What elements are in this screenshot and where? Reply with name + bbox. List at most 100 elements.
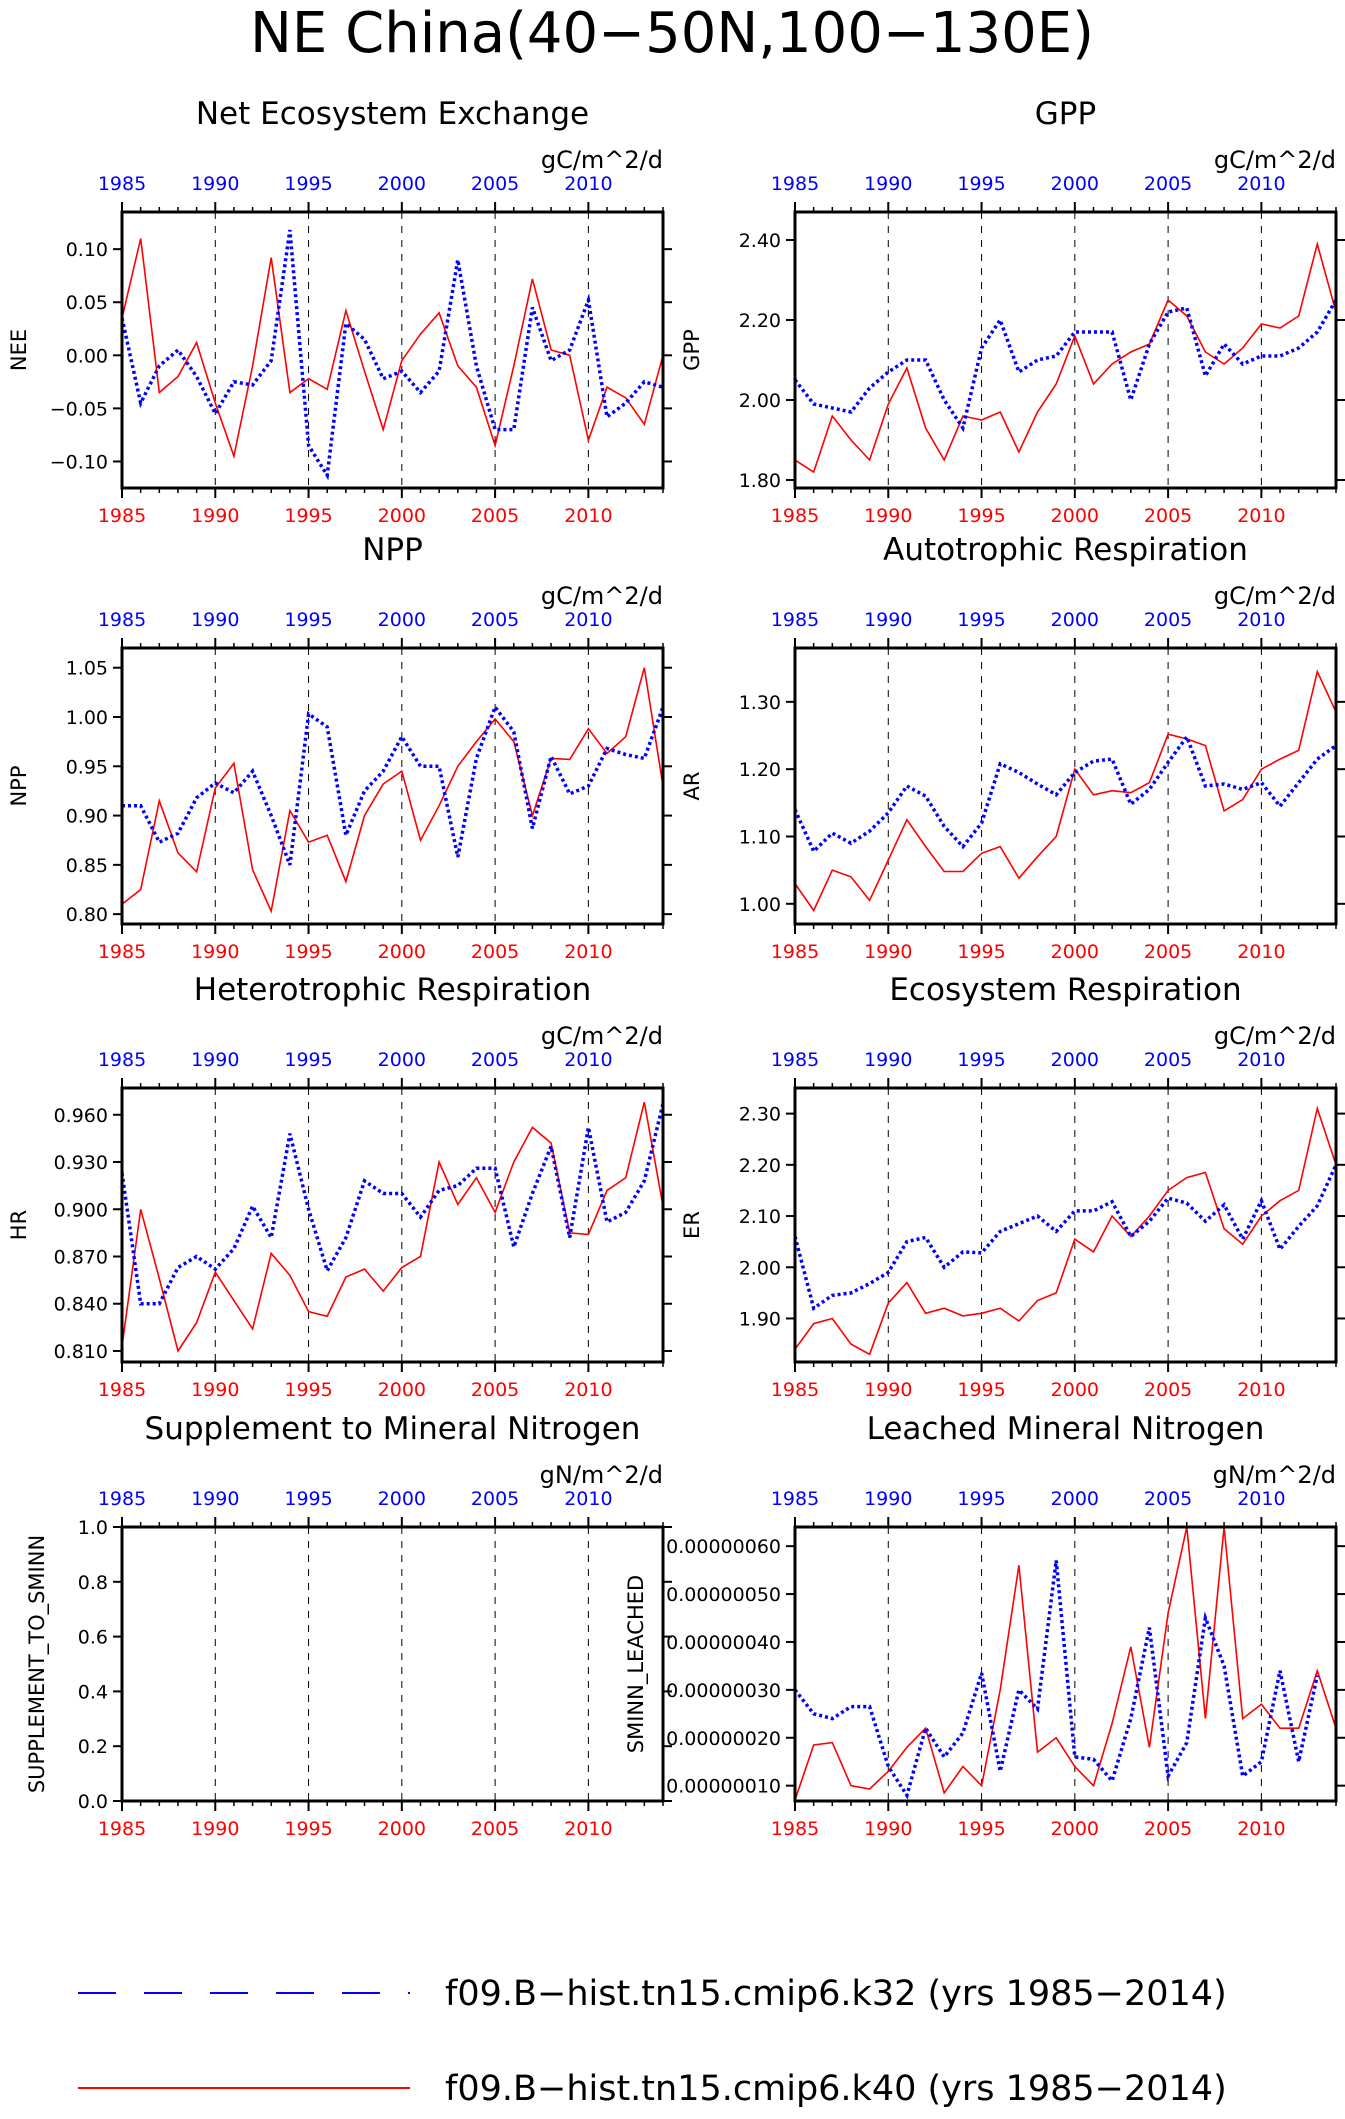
y-tick-label: 0.4 (78, 1681, 108, 1703)
x-tick-label-top: 2000 (1051, 1488, 1099, 1510)
y-tick-label: 2.10 (739, 1206, 781, 1228)
panel-8: Leached Mineral Nitrogen gN/m^2/d 1985 1985… (624, 1411, 1345, 1840)
panel-units: gC/m^2/d (541, 146, 663, 174)
plot-frame (120, 210, 665, 490)
plot-frame (793, 1525, 1338, 1803)
series-line-k40 (795, 240, 1336, 474)
y-tick-label: 2.20 (739, 310, 781, 332)
y-tick-label: 2.00 (739, 390, 781, 412)
x-tick-label-bottom: 2005 (1144, 1818, 1192, 1840)
y-tick-label: 1.20 (739, 759, 781, 781)
x-tick-label-top: 1995 (957, 173, 1005, 195)
legend-label-k32: f09.B−hist.tn15.cmip6.k32 (yrs 1985−2014… (445, 1974, 1227, 2014)
panel-3: NPP gC/m^2/d 1985 1985 1990 1990 1995 1995 2000 2… (7, 532, 672, 963)
y-tick-label: −0.05 (50, 398, 108, 420)
x-tick-label-top: 1985 (98, 1049, 146, 1071)
y-axis-label: NPP (7, 765, 31, 806)
y-tick-label: 0.00000030 (666, 1680, 781, 1702)
x-tick-label-bottom: 1985 (771, 505, 819, 527)
series-line-k40 (122, 238, 663, 460)
x-tick-label-top: 2000 (378, 1049, 426, 1071)
x-tick-label-bottom: 1990 (864, 941, 912, 963)
panel-units: gC/m^2/d (541, 582, 663, 610)
x-tick-label-top: 2010 (564, 1049, 612, 1071)
x-tick-label-top: 1985 (771, 1049, 819, 1071)
x-tick-label-bottom: 1985 (771, 1379, 819, 1401)
x-tick-label-top: 1995 (284, 1488, 332, 1510)
y-tick-label: 0.90 (66, 806, 108, 828)
y-tick-label: 0.10 (66, 239, 108, 261)
y-tick-label: 0.6 (78, 1627, 108, 1649)
y-tick-label: 0.85 (66, 855, 108, 877)
x-tick-label-bottom: 2000 (1051, 1379, 1099, 1401)
x-tick-label-top: 1985 (98, 173, 146, 195)
series-line-k32 (795, 1560, 1320, 1800)
x-tick-label-top: 2010 (564, 1488, 612, 1510)
y-tick-label: 0.00000050 (666, 1584, 781, 1606)
x-tick-label-top: 1990 (191, 1049, 239, 1071)
x-tick-label-bottom: 1995 (957, 1379, 1005, 1401)
x-tick-label-bottom: 1985 (771, 941, 819, 963)
y-tick-label: 0.95 (66, 756, 108, 778)
panel-units: gC/m^2/d (1214, 582, 1336, 610)
y-tick-label: 1.0 (78, 1517, 108, 1539)
x-tick-label-top: 1990 (191, 173, 239, 195)
panel-2: GPP gC/m^2/d 1985 1985 1990 1990 1995 1995 2000 2… (680, 96, 1345, 527)
x-tick-label-top: 2000 (378, 1488, 426, 1510)
x-tick-label-top: 2000 (378, 173, 426, 195)
x-tick-label-top: 2010 (564, 173, 612, 195)
y-tick-label: 0.00000020 (666, 1728, 781, 1750)
series-line-k40 (795, 1527, 1336, 1801)
x-tick-label-top: 1990 (864, 1049, 912, 1071)
x-tick-label-bottom: 2000 (378, 1379, 426, 1401)
figure-title: NE China(40−50N,100−130E) (250, 1, 1094, 66)
panel-title: Autotrophic Respiration (883, 532, 1248, 568)
x-tick-label-top: 1995 (957, 1488, 1005, 1510)
x-tick-label-top: 1990 (864, 609, 912, 631)
x-tick-label-top: 2005 (471, 173, 519, 195)
panel-title: GPP (1035, 96, 1096, 132)
x-tick-label-top: 1990 (191, 1488, 239, 1510)
x-tick-label-top: 2010 (564, 609, 612, 631)
x-tick-label-bottom: 1990 (864, 1818, 912, 1840)
series-line-k40 (122, 1102, 663, 1353)
y-tick-label: −0.10 (50, 451, 108, 473)
series-line-k32 (795, 733, 1336, 855)
y-axis-label: GPP (680, 329, 704, 371)
x-tick-label-bottom: 1990 (191, 1379, 239, 1401)
x-tick-label-bottom: 1990 (864, 1379, 912, 1401)
x-tick-label-bottom: 2005 (1144, 941, 1192, 963)
y-tick-label: 1.10 (739, 826, 781, 848)
plot-frame (120, 1086, 665, 1364)
y-tick-label: 0.00000040 (666, 1632, 781, 1654)
y-tick-label: 1.00 (739, 894, 781, 916)
panel-7: Supplement to Mineral Nitrogen gN/m^2/d 19… (25, 1411, 672, 1840)
series-line-k32 (795, 1164, 1336, 1312)
x-tick-label-bottom: 1995 (957, 505, 1005, 527)
y-axis-label: NEE (7, 329, 31, 371)
x-tick-label-top: 2005 (1144, 173, 1192, 195)
x-tick-label-bottom: 2010 (1237, 505, 1285, 527)
y-tick-label: 0.870 (54, 1246, 108, 1268)
x-tick-label-top: 2010 (1237, 1049, 1285, 1071)
x-tick-label-bottom: 1995 (284, 1818, 332, 1840)
y-tick-label: 0.930 (54, 1152, 108, 1174)
x-tick-label-bottom: 2010 (564, 505, 612, 527)
panel-units: gN/m^2/d (1213, 1461, 1336, 1489)
x-tick-label-bottom: 2000 (378, 1818, 426, 1840)
panels: Net Ecosystem Exchange gC/m^2/d 1985 1985 19… (7, 96, 1345, 1840)
x-tick-label-bottom: 2000 (1051, 505, 1099, 527)
y-tick-label: 1.90 (739, 1308, 781, 1330)
panel-title: NPP (362, 532, 423, 568)
y-tick-label: 2.30 (739, 1104, 781, 1126)
panel-title: Leached Mineral Nitrogen (867, 1411, 1265, 1447)
x-tick-label-bottom: 2000 (378, 941, 426, 963)
x-tick-label-top: 2010 (1237, 173, 1285, 195)
panel-title: Heterotrophic Respiration (194, 972, 591, 1008)
x-tick-label-top: 1990 (191, 609, 239, 631)
panel-title: Supplement to Mineral Nitrogen (145, 1411, 641, 1447)
x-tick-label-top: 1985 (771, 173, 819, 195)
x-tick-label-top: 2005 (471, 1488, 519, 1510)
x-tick-label-bottom: 2000 (1051, 941, 1099, 963)
y-tick-label: 1.30 (739, 692, 781, 714)
